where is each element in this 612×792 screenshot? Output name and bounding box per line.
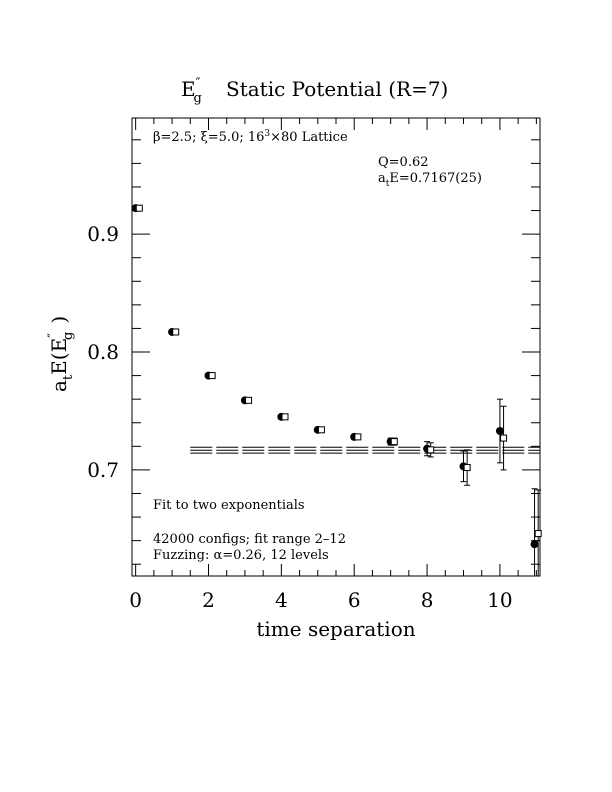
y-axis-label: atE(E″g) — [46, 316, 76, 392]
x-tick-label: 4 — [275, 588, 288, 612]
x-axis-label: time separation — [256, 617, 415, 641]
chart-title: E″ g Static Potential (R=7) — [181, 76, 448, 106]
data-point-square — [427, 446, 435, 454]
data-point-circle — [530, 540, 539, 549]
lattice-beta: β=2.5; — [153, 130, 201, 145]
y-tick-label: 0.9 — [87, 222, 119, 246]
x-tick-label: 2 — [202, 588, 215, 612]
data-point-square — [172, 328, 180, 336]
title-base: E — [181, 77, 196, 101]
title-sup: ″ — [196, 76, 201, 91]
x-tick-label: 6 — [348, 588, 361, 612]
ylabel-a: a — [47, 380, 71, 392]
lattice-xi: ξ=5.0; 16 — [201, 130, 265, 145]
x-tick-label: 10 — [487, 588, 512, 612]
data-point-square — [245, 396, 253, 404]
y-tick-label: 0.8 — [87, 340, 119, 364]
q-value-annotation: Q=0.62 — [378, 155, 429, 170]
lattice-annotation: β=2.5; ξ=5.0; 163×80 Lattice — [153, 129, 348, 145]
data-points — [131, 204, 542, 576]
energy-annotation: atE=0.7167(25) — [378, 171, 482, 189]
ylabel-sup: ″ — [46, 333, 61, 338]
title-rest: Static Potential (R=7) — [226, 77, 448, 101]
energy-a: a — [378, 171, 386, 186]
axis-tick-labels: 0 2 4 6 8 10 0.7 0.8 0.9 — [87, 222, 512, 612]
y-tick-label: 0.7 — [87, 458, 119, 482]
data-point-circle — [495, 426, 504, 435]
axis-ticks — [132, 118, 540, 576]
lattice-sup: 3 — [264, 129, 270, 139]
x-tick-label: 0 — [129, 588, 142, 612]
fuzzing-annotation: Fuzzing: α=0.26, 12 levels — [153, 548, 329, 563]
data-point-square — [463, 464, 471, 472]
fit-type-annotation: Fit to two exponentials — [153, 498, 305, 513]
fit-band — [190, 446, 540, 454]
energy-t: t — [386, 179, 390, 189]
energy-rest: E=0.7167(25) — [389, 171, 482, 186]
data-point-square — [390, 438, 398, 446]
title-sub: g — [193, 91, 201, 106]
data-point-square — [534, 530, 542, 538]
ylabel-e: E(E — [47, 338, 71, 375]
ylabel-t: t — [61, 374, 76, 380]
data-point-square — [500, 434, 508, 442]
data-point-square — [208, 372, 216, 380]
data-point-square — [135, 204, 143, 212]
data-point-square — [281, 413, 289, 421]
x-tick-label: 8 — [421, 588, 434, 612]
configs-annotation: 42000 configs; fit range 2–12 — [153, 532, 346, 547]
ylabel-close: ) — [47, 316, 71, 324]
data-point-square — [354, 433, 362, 441]
ylabel-sub: g — [61, 332, 76, 340]
lattice-rest: ×80 Lattice — [270, 130, 348, 145]
data-point-square — [317, 426, 325, 434]
